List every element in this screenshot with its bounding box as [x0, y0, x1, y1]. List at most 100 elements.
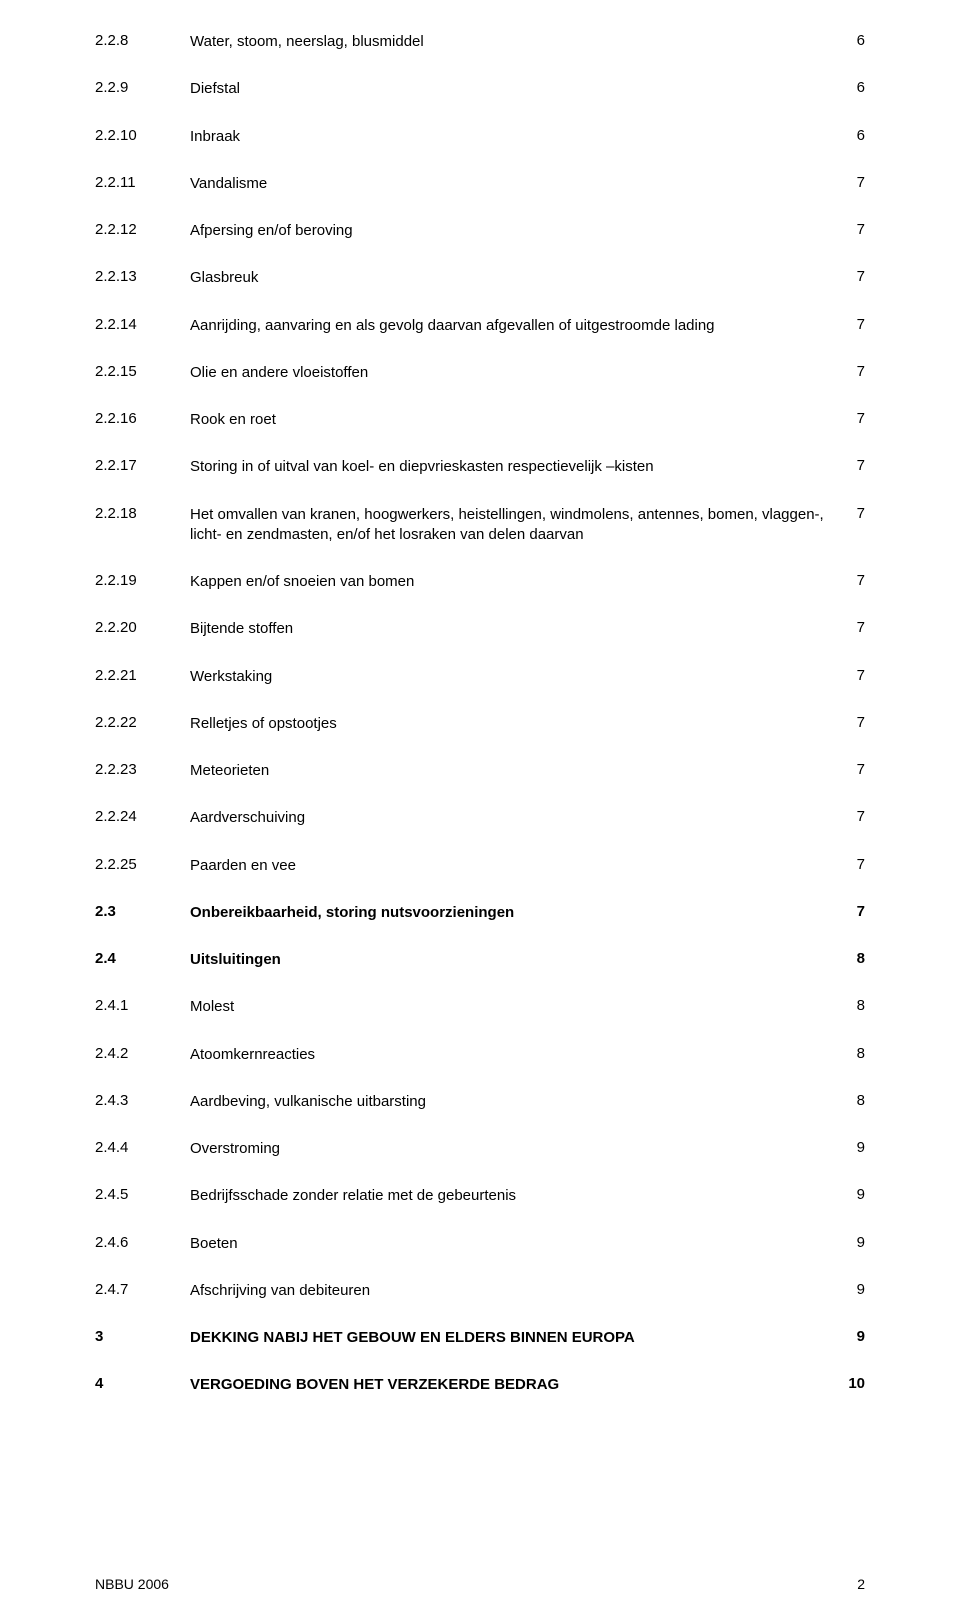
toc-title: Water, stoom, neerslag, blusmiddel — [190, 32, 857, 52]
toc-row: 3DEKKING NABIJ HET GEBOUW EN ELDERS BINN… — [95, 1328, 865, 1348]
toc-title-text: Boeten — [190, 1235, 238, 1252]
toc-row: 2.2.13Glasbreuk7 — [95, 268, 865, 288]
toc-row: 2.2.10Inbraak6 — [95, 127, 865, 147]
toc-row: 2.4.6Boeten9 — [95, 1234, 865, 1254]
toc-title-text: Meteorieten — [190, 762, 269, 779]
toc-number: 2.2.25 — [95, 856, 190, 873]
toc-number: 2.4.2 — [95, 1045, 190, 1062]
toc-title-text: Bijtende stoffen — [190, 620, 293, 637]
toc-page: 9 — [857, 1281, 865, 1298]
toc-row: 2.2.25Paarden en vee7 — [95, 856, 865, 876]
toc-page: 7 — [857, 221, 865, 238]
toc-title: Kappen en/of snoeien van bomen — [190, 572, 857, 592]
toc-title-text: Aardbeving, vulkanische uitbarsting — [190, 1093, 426, 1110]
toc-number: 2.2.24 — [95, 808, 190, 825]
toc-row: 2.2.22Relletjes of opstootjes 7 — [95, 714, 865, 734]
toc-row: 2.3Onbereikbaarheid, storing nutsvoorzie… — [95, 903, 865, 923]
toc-number: 2.2.8 — [95, 32, 190, 49]
toc-row: 2.2.23Meteorieten7 — [95, 761, 865, 781]
toc-title: Bedrijfsschade zonder relatie met de geb… — [190, 1186, 857, 1206]
toc-page: 9 — [857, 1328, 865, 1345]
toc-row: 2.2.12Afpersing en/of beroving7 — [95, 221, 865, 241]
toc-title-text: Aardverschuiving — [190, 809, 305, 826]
toc-number: 2.4 — [95, 950, 190, 967]
toc-title: Afschrijving van debiteuren — [190, 1281, 857, 1301]
toc-row: 2.2.20Bijtende stoffen7 — [95, 619, 865, 639]
toc-title-text: Molest — [190, 998, 234, 1015]
toc-page: 7 — [857, 667, 865, 684]
toc-title: Relletjes of opstootjes — [190, 714, 857, 734]
toc-title-text: Olie en andere vloeistoffen — [190, 364, 368, 381]
toc-title: Vandalisme — [190, 174, 857, 194]
toc-title-text: Het omvallen van kranen, hoogwerkers, he… — [190, 506, 824, 543]
toc-title-text: VERGOEDING BOVEN HET VERZEKERDE BEDRAG — [190, 1376, 559, 1393]
toc-title: Uitsluitingen — [190, 950, 857, 970]
toc-page: 7 — [857, 808, 865, 825]
toc-number: 2.3 — [95, 903, 190, 920]
page-footer: NBBU 2006 2 — [95, 1576, 865, 1592]
footer-left: NBBU 2006 — [95, 1576, 169, 1592]
toc-row: 2.2.14Aanrijding, aanvaring en als gevol… — [95, 316, 865, 336]
toc-page: 9 — [857, 1139, 865, 1156]
toc-page: 6 — [857, 32, 865, 49]
toc-number: 2.4.1 — [95, 997, 190, 1014]
toc-title-text: Inbraak — [190, 128, 240, 145]
toc-number: 2.4.4 — [95, 1139, 190, 1156]
toc-title-text: DEKKING NABIJ HET GEBOUW EN ELDERS BINNE… — [190, 1329, 635, 1346]
toc-row: 2.2.15Olie en andere vloeistoffen 7 — [95, 363, 865, 383]
toc-page: 7 — [857, 903, 865, 920]
footer-right: 2 — [857, 1576, 865, 1592]
toc-page: 7 — [857, 363, 865, 380]
toc-title-text: Afschrijving van debiteuren — [190, 1282, 370, 1299]
toc-page: 7 — [857, 856, 865, 873]
toc-row: 2.4.4Overstroming 9 — [95, 1139, 865, 1159]
toc-number: 2.2.19 — [95, 572, 190, 589]
toc-title: Aardbeving, vulkanische uitbarsting — [190, 1092, 857, 1112]
toc-number: 2.4.7 — [95, 1281, 190, 1298]
table-of-contents: 2.2.8Water, stoom, neerslag, blusmiddel6… — [95, 32, 865, 1396]
toc-number: 2.4.5 — [95, 1186, 190, 1203]
toc-page: 6 — [857, 127, 865, 144]
toc-row: 2.2.19Kappen en/of snoeien van bomen7 — [95, 572, 865, 592]
toc-title-text: Storing in of uitval van koel- en diepvr… — [190, 458, 654, 475]
toc-page: 7 — [857, 316, 865, 333]
toc-number: 2.2.21 — [95, 667, 190, 684]
toc-page: 7 — [857, 714, 865, 731]
toc-number: 2.2.15 — [95, 363, 190, 380]
toc-title: Meteorieten — [190, 761, 857, 781]
toc-title-text: Bedrijfsschade zonder relatie met de geb… — [190, 1187, 516, 1204]
toc-title: Paarden en vee — [190, 856, 857, 876]
toc-number: 2.2.14 — [95, 316, 190, 333]
toc-title-text: Werkstaking — [190, 668, 272, 685]
toc-title-text: Rook en roet — [190, 411, 276, 428]
toc-row: 2.2.11Vandalisme7 — [95, 174, 865, 194]
toc-extra-page: 7 — [820, 457, 865, 474]
toc-title-text: Overstroming — [190, 1140, 280, 1157]
toc-number: 2.4.6 — [95, 1234, 190, 1251]
toc-number: 2.2.12 — [95, 221, 190, 238]
toc-page: 7 — [857, 410, 865, 427]
toc-page: 8 — [857, 997, 865, 1014]
toc-title: Inbraak — [190, 127, 857, 147]
toc-row: 2.2.24Aardverschuiving 7 — [95, 808, 865, 828]
toc-page: 7 — [857, 505, 865, 522]
toc-title: VERGOEDING BOVEN HET VERZEKERDE BEDRAG — [190, 1375, 848, 1395]
toc-row: 2.4.3Aardbeving, vulkanische uitbarsting… — [95, 1092, 865, 1112]
toc-row: 2.2.17Storing in of uitval van koel- en … — [95, 457, 865, 477]
toc-number: 2.2.22 — [95, 714, 190, 731]
toc-title: Overstroming — [190, 1139, 857, 1159]
toc-page: 8 — [857, 1045, 865, 1062]
toc-title: Glasbreuk — [190, 268, 857, 288]
toc-number: 2.2.18 — [95, 505, 190, 522]
toc-number: 2.4.3 — [95, 1092, 190, 1109]
toc-number: 3 — [95, 1328, 190, 1345]
toc-page: 9 — [857, 1186, 865, 1203]
toc-title: Boeten — [190, 1234, 857, 1254]
toc-title: Atoomkernreacties — [190, 1045, 857, 1065]
toc-page: 6 — [857, 79, 865, 96]
toc-title: Afpersing en/of beroving — [190, 221, 857, 241]
toc-row: 4VERGOEDING BOVEN HET VERZEKERDE BEDRAG1… — [95, 1375, 865, 1395]
toc-page: 7 — [857, 619, 865, 636]
toc-page: 8 — [857, 1092, 865, 1109]
toc-title-text: Relletjes of opstootjes — [190, 715, 337, 732]
